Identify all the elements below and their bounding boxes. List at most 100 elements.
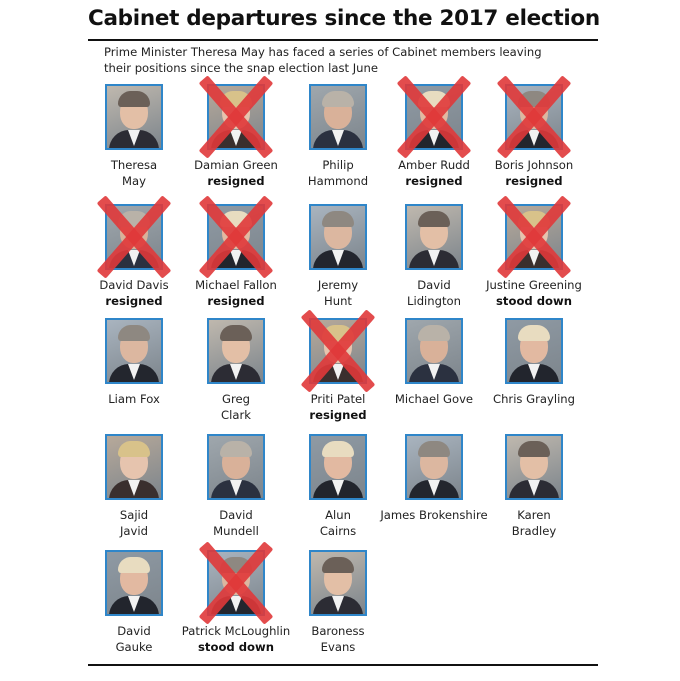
portrait-hair [418, 91, 450, 107]
member-name-line: Karen [517, 508, 551, 522]
portrait-photo [405, 84, 463, 150]
portrait-photo [505, 204, 563, 270]
member-name-line: Sajid [119, 508, 149, 522]
member-status: resigned [207, 293, 265, 308]
member-status: resigned [207, 173, 265, 188]
portrait-hair [220, 91, 252, 107]
portrait-wrap [186, 550, 286, 620]
member-status: stood down [198, 639, 274, 654]
portrait-wrap [484, 434, 584, 504]
portrait-wrap [484, 84, 584, 154]
portrait-photo [105, 204, 163, 270]
portrait-hair [322, 325, 354, 341]
portrait-hair [220, 325, 252, 341]
member-name-line: Clark [221, 407, 251, 422]
portrait-hair [220, 441, 252, 457]
top-rule [88, 39, 598, 41]
member-name-line: Jeremy [317, 278, 359, 292]
member-name-line: Lidington [407, 293, 461, 308]
portrait-photo [309, 318, 367, 384]
portrait-photo [105, 84, 163, 150]
portrait-wrap [288, 550, 388, 620]
portrait-photo [207, 434, 265, 500]
member-name: Boris Johnson resigned [464, 158, 604, 189]
member-name-line: Damian Green [194, 158, 278, 172]
member-name-line: Hammond [307, 173, 369, 188]
portrait-hair [518, 441, 550, 457]
member-name: Liam Fox [64, 392, 204, 408]
portrait-photo [405, 204, 463, 270]
member-name: David Mundell [166, 508, 306, 539]
portrait-photo [207, 84, 265, 150]
portrait-photo [105, 318, 163, 384]
member-name: Karen Bradley [464, 508, 604, 539]
member-name-line: May [122, 173, 146, 188]
subtitle-line-2: their positions since the snap election … [104, 60, 378, 75]
portrait-wrap [288, 204, 388, 274]
member-name-line: Javid [120, 523, 148, 538]
member-name: Theresa May [64, 158, 204, 189]
portrait-hair [220, 557, 252, 573]
member-name-line: Gauke [115, 639, 153, 654]
portrait-hair [118, 441, 150, 457]
portrait-hair [220, 211, 252, 227]
portrait-wrap [84, 550, 184, 620]
member-name-line: David [117, 624, 151, 638]
member-name-line: Alun [325, 508, 351, 522]
portrait-wrap [186, 204, 286, 274]
member-name-line: Michael Fallon [195, 278, 277, 292]
member-name-line: Patrick McLoughlin [181, 624, 291, 638]
member-name: Priti Patel resigned [268, 392, 408, 423]
portrait-photo [309, 84, 367, 150]
member-status: resigned [505, 173, 563, 188]
member-name-line: Michael Gove [394, 392, 474, 406]
portrait-photo [309, 204, 367, 270]
portrait-wrap [384, 84, 484, 154]
member-name: Patrick McLoughlin stood down [166, 624, 306, 655]
member-name-line: David [219, 508, 253, 522]
portrait-wrap [484, 318, 584, 388]
portrait-photo [105, 550, 163, 616]
member-name: James Brokenshire [364, 508, 504, 524]
member-name-line: James Brokenshire [380, 508, 488, 522]
portrait-hair [518, 91, 550, 107]
member-name: Alun Cairns [268, 508, 408, 539]
portrait-wrap [384, 204, 484, 274]
portrait-wrap [84, 84, 184, 154]
member-name: Jeremy Hunt [268, 278, 408, 309]
portrait-photo [309, 550, 367, 616]
subtitle: Prime Minister Theresa May has faced a s… [104, 45, 604, 76]
portrait-hair [322, 441, 354, 457]
member-name-line: Mundell [213, 523, 259, 538]
portrait-photo [105, 434, 163, 500]
member-name: David Davis resigned [64, 278, 204, 309]
portrait-hair [518, 325, 550, 341]
portrait-photo [405, 318, 463, 384]
page-title: Cabinet departures since the 2017 electi… [88, 6, 600, 31]
portrait-wrap [84, 204, 184, 274]
portrait-hair [322, 211, 354, 227]
portrait-wrap [384, 318, 484, 388]
member-name-line: Justine Greening [486, 278, 582, 292]
member-name-line: Philip [322, 158, 354, 172]
member-name-line: Priti Patel [310, 392, 366, 406]
member-status: resigned [309, 407, 367, 422]
member-name: Chris Grayling [464, 392, 604, 408]
portrait-wrap [186, 318, 286, 388]
portrait-photo [505, 318, 563, 384]
member-name: Baroness Evans [268, 624, 408, 655]
portrait-hair [322, 557, 354, 573]
portrait-hair [418, 441, 450, 457]
member-name-line: Hunt [324, 293, 352, 308]
bottom-rule [88, 664, 598, 666]
member-name-line: Baroness [311, 624, 365, 638]
portrait-hair [418, 211, 450, 227]
member-name-line: Amber Rudd [398, 158, 470, 172]
member-status: resigned [405, 173, 463, 188]
portrait-photo [505, 84, 563, 150]
portrait-wrap [288, 318, 388, 388]
member-name-line: Evans [320, 639, 356, 654]
portrait-wrap [484, 204, 584, 274]
portrait-hair [118, 325, 150, 341]
portrait-photo [505, 434, 563, 500]
